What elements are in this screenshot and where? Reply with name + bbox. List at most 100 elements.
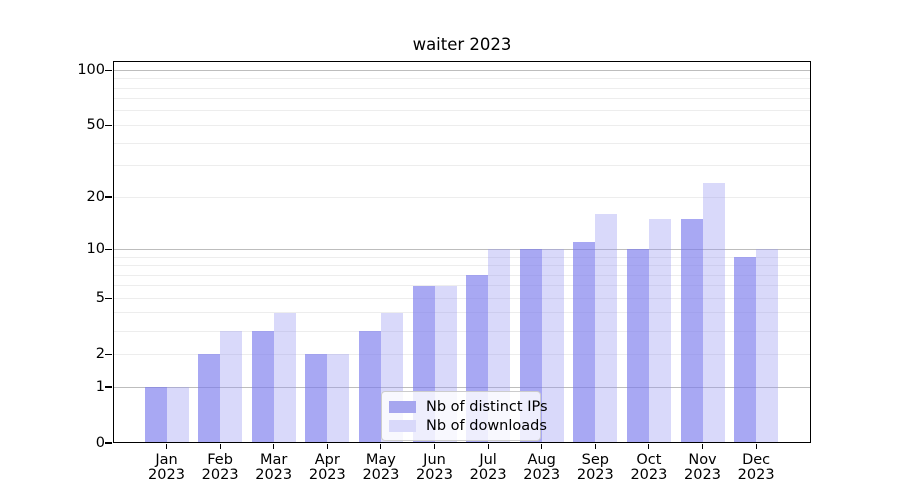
y-tick-label: 20 xyxy=(86,189,105,206)
x-tick-month: May xyxy=(365,452,396,468)
x-tick-mark xyxy=(594,444,596,449)
x-tick-month: Feb xyxy=(207,452,233,468)
y-tick-mark xyxy=(105,248,112,250)
gridline-minor xyxy=(113,196,811,198)
legend-entry-nb-of-downloads: Nb of downloads xyxy=(389,416,547,435)
bar-nb-of-downloads-sep-2023 xyxy=(595,214,618,443)
gridline-minor xyxy=(113,110,811,112)
bar-nb-of-downloads-apr-2023 xyxy=(327,354,350,443)
legend: Nb of distinct IPs Nb of downloads xyxy=(381,391,548,441)
x-tick-year: 2023 xyxy=(576,467,614,483)
x-tick-month: Jun xyxy=(423,452,446,468)
x-tick-month: Oct xyxy=(636,452,662,468)
y-tick-label: 100 xyxy=(77,62,105,79)
x-tick-month: Apr xyxy=(314,452,340,468)
bar-nb-of-distinct-ips-dec-2023 xyxy=(734,257,757,443)
bar-nb-of-downloads-mar-2023 xyxy=(273,312,296,443)
y-tick-mark xyxy=(105,124,112,126)
bar-nb-of-downloads-jan-2023 xyxy=(166,387,189,443)
x-tick-label-oct-2023: Oct 2023 xyxy=(619,453,679,483)
gridline-minor xyxy=(113,312,811,314)
x-tick-label-nov-2023: Nov 2023 xyxy=(673,453,733,483)
y-tick-label: 5 xyxy=(95,290,105,307)
y-tick-label: 0 xyxy=(95,435,105,451)
y-tick-mark xyxy=(105,386,112,388)
gridline-minor xyxy=(113,353,811,355)
bar-nb-of-downloads-aug-2023 xyxy=(541,249,564,443)
x-tick-month: Jul xyxy=(479,452,497,468)
x-tick-year: 2023 xyxy=(201,467,239,483)
y-tick-label: 50 xyxy=(86,117,105,134)
bar-nb-of-downloads-oct-2023 xyxy=(648,219,671,443)
y-tick-mark xyxy=(105,297,112,299)
gridline-minor xyxy=(113,330,811,332)
bar-nb-of-distinct-ips-feb-2023 xyxy=(198,354,221,443)
bar-nb-of-downloads-feb-2023 xyxy=(220,331,243,443)
x-tick-month: Sep xyxy=(581,452,609,468)
gridline-minor xyxy=(113,165,811,167)
gridline-minor xyxy=(113,265,811,266)
legend-entry-nb-of-distinct-ips: Nb of distinct IPs xyxy=(389,397,548,416)
gridline-major xyxy=(113,69,811,71)
plot-area: Nb of distinct IPs Nb of downloads xyxy=(113,61,811,443)
x-tick-label-may-2023: May 2023 xyxy=(351,453,411,483)
x-tick-mark xyxy=(219,444,221,449)
gridline-minor xyxy=(113,297,811,299)
x-tick-year: 2023 xyxy=(630,467,668,483)
gridline-major xyxy=(113,248,811,250)
bar-nb-of-distinct-ips-sep-2023 xyxy=(573,242,596,443)
bar-nb-of-downloads-nov-2023 xyxy=(702,182,725,443)
x-tick-mark xyxy=(648,444,650,449)
x-tick-label-mar-2023: Mar 2023 xyxy=(244,453,304,483)
x-tick-label-jul-2023: Jul 2023 xyxy=(458,453,518,483)
bar-nb-of-distinct-ips-apr-2023 xyxy=(305,354,328,443)
x-tick-label-dec-2023: Dec 2023 xyxy=(726,453,786,483)
bar-nb-of-distinct-ips-may-2023 xyxy=(358,331,381,443)
bar-nb-of-distinct-ips-oct-2023 xyxy=(626,249,649,443)
gridline-minor xyxy=(113,98,811,100)
x-tick-mark xyxy=(165,444,168,449)
x-tick-year: 2023 xyxy=(523,467,561,483)
y-tick-mark xyxy=(105,196,112,198)
y-tick-mark xyxy=(105,353,112,355)
gridline-minor xyxy=(113,142,811,144)
chart-title: waiter 2023 xyxy=(412,35,512,54)
x-tick-label-jan-2023: Jan 2023 xyxy=(137,453,197,483)
legend-swatch-nb-of-distinct-ips xyxy=(389,400,416,413)
gridline-minor xyxy=(113,256,811,258)
legend-label-nb-of-distinct-ips: Nb of distinct IPs xyxy=(426,398,548,415)
x-tick-year: 2023 xyxy=(469,467,507,483)
x-tick-year: 2023 xyxy=(416,467,453,483)
x-tick-label-sep-2023: Sep 2023 xyxy=(565,453,625,483)
gridline-major xyxy=(113,386,811,388)
x-tick-month: Nov xyxy=(688,452,717,468)
gridline-minor xyxy=(113,124,811,126)
y-tick-label: 2 xyxy=(95,346,105,363)
x-tick-year: 2023 xyxy=(362,467,400,483)
x-tick-mark xyxy=(755,444,757,449)
x-tick-month: Aug xyxy=(527,452,556,468)
x-tick-mark xyxy=(433,444,436,449)
x-tick-year: 2023 xyxy=(684,467,721,483)
x-tick-mark xyxy=(273,444,275,449)
gridline-minor xyxy=(113,285,811,287)
bar-nb-of-downloads-dec-2023 xyxy=(756,249,779,443)
x-tick-label-apr-2023: Apr 2023 xyxy=(297,453,357,483)
x-tick-year: 2023 xyxy=(737,467,775,483)
x-tick-mark xyxy=(701,444,704,449)
x-tick-mark xyxy=(326,444,328,449)
legend-label-nb-of-downloads: Nb of downloads xyxy=(426,417,547,434)
y-tick-mark xyxy=(105,69,112,71)
bar-nb-of-distinct-ips-jan-2023 xyxy=(144,387,167,443)
x-tick-mark xyxy=(487,444,489,449)
x-tick-year: 2023 xyxy=(255,467,293,483)
x-tick-year: 2023 xyxy=(308,467,346,483)
x-tick-label-feb-2023: Feb 2023 xyxy=(190,453,250,483)
gridline-minor xyxy=(113,274,811,276)
x-tick-label-jun-2023: Jun 2023 xyxy=(405,453,465,483)
x-tick-mark xyxy=(541,444,543,449)
y-tick-label: 10 xyxy=(86,241,105,258)
bar-nb-of-distinct-ips-mar-2023 xyxy=(251,331,274,443)
y-tick-mark xyxy=(105,442,112,444)
